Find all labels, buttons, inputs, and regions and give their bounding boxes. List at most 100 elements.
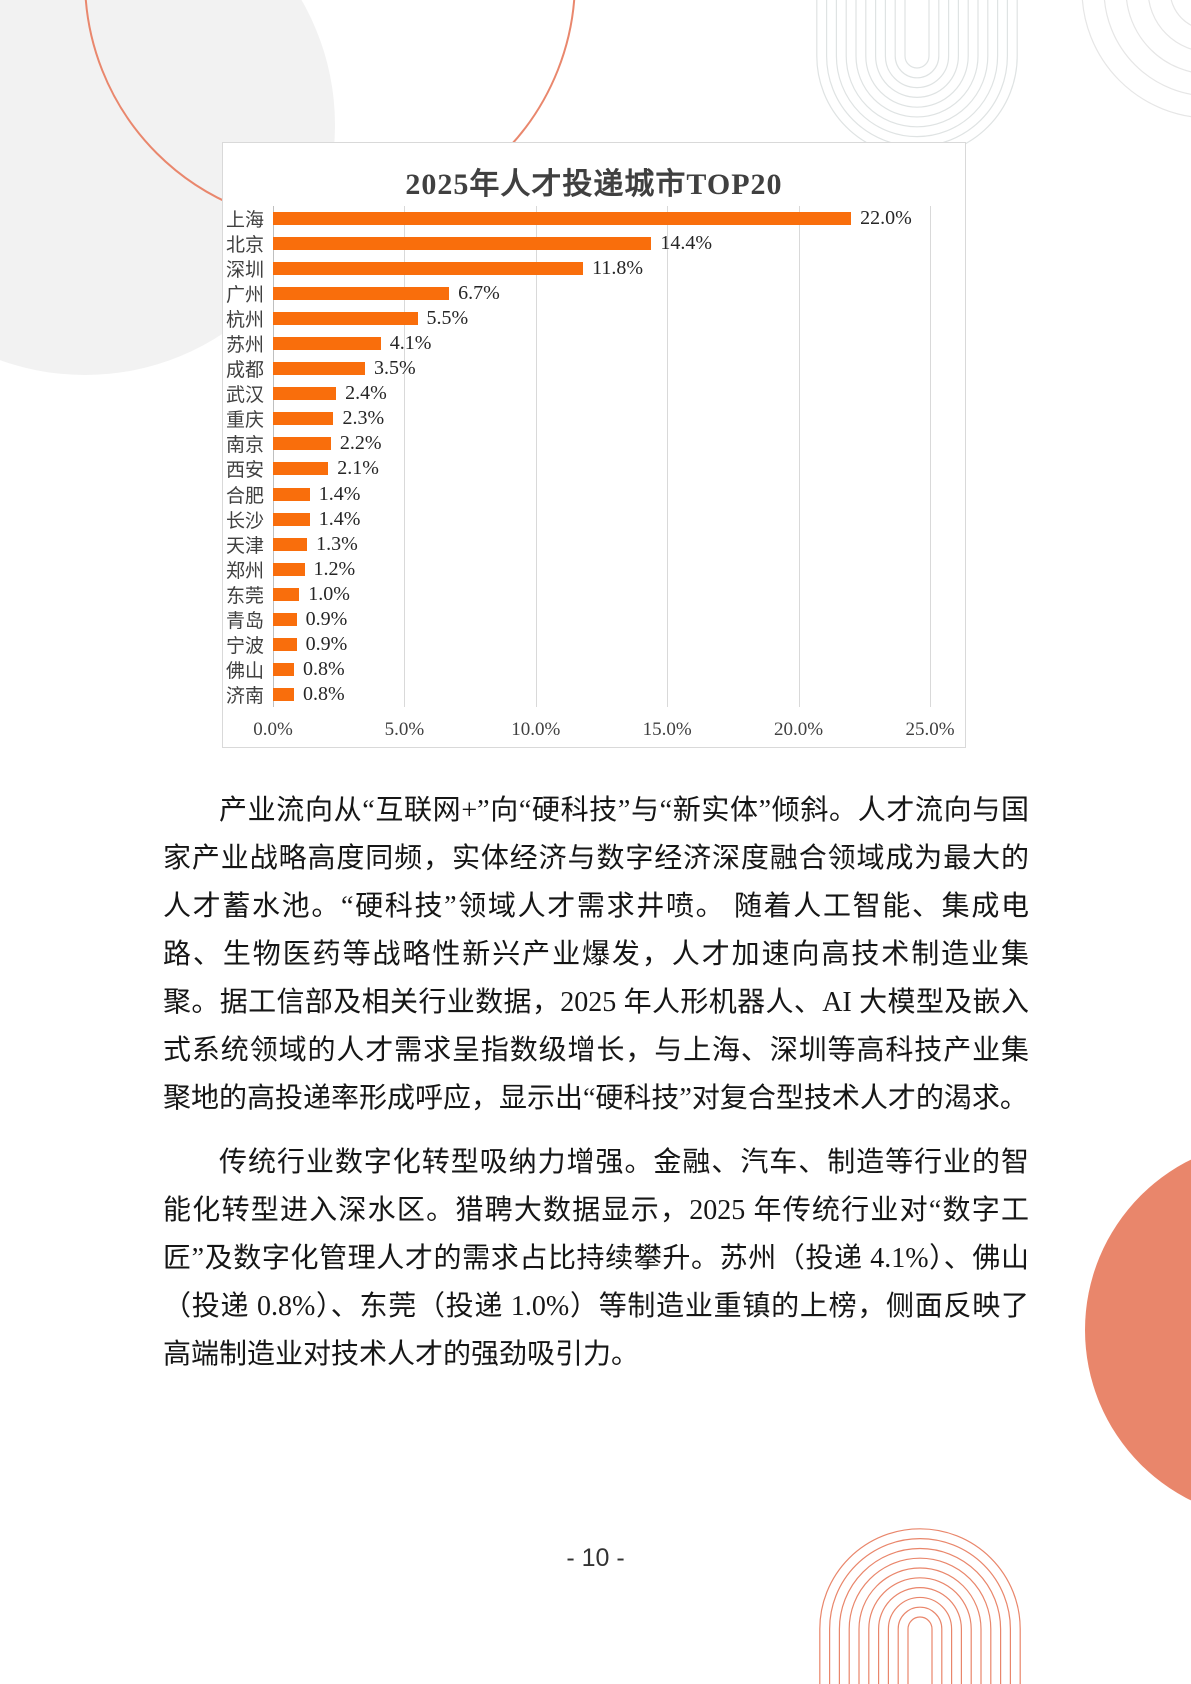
decor-circle-bottom-right — [1085, 1159, 1191, 1501]
chart-bar-row: 济南 0.8% — [226, 682, 930, 707]
bar — [273, 537, 308, 551]
chart-talent-delivery-cities: 2025年人才投递城市TOP20 上海 22.0% 北京 14.4% 深圳 11.8% 广州… — [222, 142, 966, 748]
decor-arch-line — [848, 1557, 992, 1684]
gridline-20.0% — [798, 206, 800, 707]
chart-bar-row: 苏州 4.1% — [226, 331, 930, 356]
chart-bar-row: 南京 2.2% — [226, 431, 930, 456]
value-label: 2.1% — [337, 457, 379, 480]
paragraph-industry-flow: 产业流向从“互联网+”向“硬科技”与“新实体”倾斜。人才流向与国家产业战略高度同… — [163, 795, 1029, 1114]
bar — [273, 487, 310, 501]
gridline-15.0% — [667, 206, 669, 707]
decor-arch-line — [868, 1577, 972, 1684]
value-label: 2.4% — [345, 382, 387, 405]
decor-arch-top-right — [816, 0, 1018, 157]
bar — [273, 687, 295, 701]
decor-arch-line — [884, 0, 950, 89]
decor-arch-line — [858, 1567, 982, 1684]
bar — [273, 512, 310, 526]
value-label: 11.8% — [592, 257, 644, 280]
chart-title: 2025年人才投递城市TOP20 — [405, 168, 783, 201]
x-tick-label: 15.0% — [642, 719, 692, 740]
bar — [273, 337, 381, 351]
gridline-10.0% — [535, 206, 537, 707]
value-label: 1.4% — [318, 482, 361, 505]
decor-arch-line — [887, 1596, 953, 1684]
chart-bar-row: 郑州 1.2% — [226, 557, 930, 582]
category-label: 宁波 — [225, 635, 264, 657]
value-label: 22.0% — [860, 207, 912, 230]
chart-bar-row: 上海 22.0% — [226, 206, 930, 231]
chart-bar-row: 佛山 0.8% — [226, 657, 930, 682]
bar — [273, 287, 450, 301]
bar — [273, 412, 334, 426]
category-label: 上海 — [225, 210, 264, 232]
category-label: 苏州 — [225, 335, 264, 357]
value-label: 1.0% — [308, 582, 350, 605]
decor-corner-ring — [1148, 0, 1191, 50]
bar — [273, 587, 300, 601]
category-label: 南京 — [225, 435, 264, 457]
decor-arch-line — [835, 0, 999, 138]
x-tick-label: 25.0% — [905, 719, 955, 740]
chart-bar-row: 天津 1.3% — [226, 532, 930, 557]
x-tick-label: 20.0% — [774, 719, 824, 740]
bar — [273, 462, 329, 476]
value-label: 0.9% — [305, 632, 348, 655]
bar — [273, 437, 331, 451]
decor-arch-line — [897, 1606, 943, 1684]
category-label: 武汉 — [225, 385, 264, 407]
bar — [273, 212, 852, 226]
chart-bar-row: 广州 6.7% — [226, 281, 930, 306]
chart-bar-row: 东莞 1.0% — [226, 582, 930, 607]
value-label: 0.8% — [303, 657, 345, 680]
category-label: 郑州 — [225, 560, 264, 582]
chart-bar-row: 宁波 0.9% — [226, 632, 930, 657]
decor-arch-line — [855, 0, 979, 118]
chart-x-axis: 0.0% 5.0% 10.0% 15.0% 20.0% 25.0% — [253, 719, 954, 743]
chart-bar-row: 西安 2.1% — [226, 456, 930, 481]
chart-bar-row: 武汉 2.4% — [226, 381, 930, 406]
gridline-25.0% — [930, 206, 931, 707]
category-label: 济南 — [225, 685, 264, 707]
decor-arch-line — [826, 0, 1008, 147]
value-label: 2.2% — [339, 432, 382, 455]
chart-bar-row: 重庆 2.3% — [226, 406, 930, 431]
value-label: 0.9% — [305, 607, 348, 630]
chart-bar-row: 青岛 0.9% — [226, 607, 930, 632]
decor-arch-line — [865, 0, 969, 108]
decor-arch-line — [878, 1587, 962, 1684]
category-label: 杭州 — [225, 310, 264, 332]
value-label: 0.8% — [303, 682, 345, 705]
chart-bar-row: 成都 3.5% — [226, 356, 930, 381]
category-label: 北京 — [225, 235, 264, 257]
x-tick-label: 0.0% — [253, 719, 293, 740]
category-label: 佛山 — [225, 660, 264, 682]
chart-bar-row: 深圳 11.8% — [226, 256, 930, 281]
bar — [273, 262, 584, 276]
category-label: 深圳 — [225, 260, 264, 282]
category-label: 西安 — [225, 460, 264, 482]
chart-bar-row: 杭州 5.5% — [226, 306, 930, 331]
category-label: 天津 — [225, 535, 264, 557]
paragraph-traditional-industry: 传统行业数字化转型吸纳力增强。金融、汽车、制造等行业的智能化转型进入深水区。猎聘… — [163, 1147, 1029, 1370]
decor-rings-top-right-corner — [1081, 0, 1191, 118]
category-label: 广州 — [225, 285, 264, 307]
decor-arch-line — [845, 0, 989, 128]
bar — [273, 362, 365, 376]
decor-arch-line — [904, 0, 930, 69]
value-label: 5.5% — [426, 307, 469, 330]
x-tick-label: 10.0% — [511, 719, 561, 740]
gridline-5.0% — [404, 206, 406, 707]
value-label: 3.5% — [373, 357, 416, 380]
decor-arch-line — [829, 1538, 1011, 1684]
gridline-0.0% — [273, 206, 274, 707]
category-label: 东莞 — [225, 585, 264, 607]
category-label: 青岛 — [225, 610, 264, 632]
bar — [273, 237, 652, 251]
chart-bar-row: 合肥 1.4% — [226, 482, 930, 507]
decor-arch-line — [907, 1616, 933, 1684]
chart-bar-row: 长沙 1.4% — [226, 507, 930, 532]
category-label: 合肥 — [225, 485, 264, 507]
bar — [273, 662, 295, 676]
